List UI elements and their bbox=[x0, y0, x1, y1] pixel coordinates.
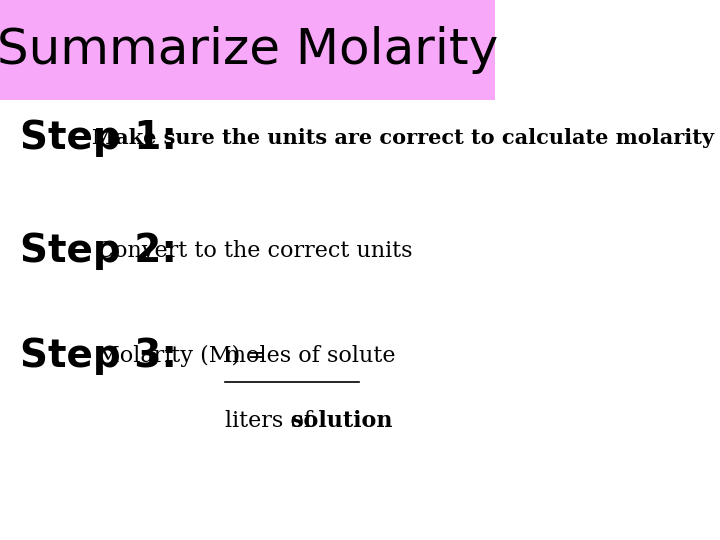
Text: Step 1:: Step 1: bbox=[20, 119, 177, 157]
Text: Summarize Molarity: Summarize Molarity bbox=[0, 26, 498, 74]
Text: Make sure the units are correct to calculate molarity (M).: Make sure the units are correct to calcu… bbox=[91, 127, 720, 148]
Text: Step 2:: Step 2: bbox=[20, 232, 177, 270]
Text: solution: solution bbox=[292, 410, 393, 432]
Text: moles of solute: moles of solute bbox=[225, 346, 396, 367]
FancyBboxPatch shape bbox=[0, 0, 495, 100]
Text: Step 3:: Step 3: bbox=[20, 338, 177, 375]
Text: Convert to the correct units: Convert to the correct units bbox=[96, 240, 412, 262]
Text: Molarity (M) =: Molarity (M) = bbox=[96, 346, 266, 367]
Text: liters of: liters of bbox=[225, 410, 320, 432]
